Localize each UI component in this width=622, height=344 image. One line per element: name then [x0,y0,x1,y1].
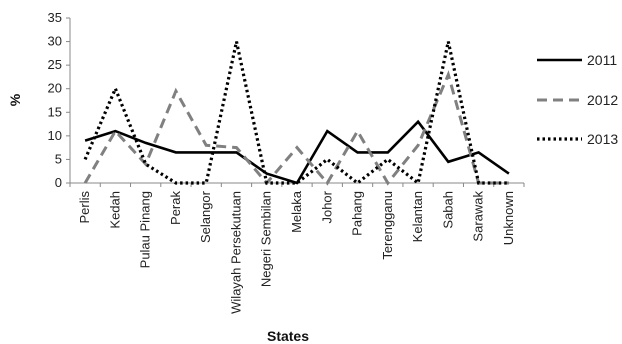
y-tick-label: 30 [48,34,62,49]
legend-label-2012: 2012 [587,92,618,108]
x-axis-ticks: Perlis Kedah Pulau Pinang Perak Selangor Wila… [69,183,525,314]
x-tick-label: Kelantan [410,191,425,242]
y-tick-label: 20 [48,81,62,96]
x-tick-label: Wilayah Persekutuan [228,191,243,314]
x-tick-label: Kedah [107,191,122,229]
y-tick-label: 15 [48,104,62,119]
x-tick-label: Selangor [198,190,213,243]
x-tick-label: Melaka [289,190,304,233]
x-tick-label: Terengganu [380,191,395,260]
x-tick-label: Perlis [77,191,92,224]
x-tick-label: Unknown [501,191,516,245]
x-axis-title: States [267,328,309,344]
x-tick-label: Negeri Sembilan [259,191,274,287]
y-tick-label: 35 [48,10,62,25]
x-tick-label: Sarawak [471,190,486,241]
x-tick-label: Pahang [350,191,365,236]
y-tick-label: 25 [48,57,62,72]
series-lines [83,41,510,186]
y-tick-label: 10 [48,128,62,143]
x-tick-label: Perak [168,191,183,225]
y-axis-ticks: 0 5 10 15 20 25 30 35 [48,10,70,190]
x-tick-label: Sabah [440,191,455,229]
legend: 2011 2012 2013 [537,52,618,147]
y-tick-label: 5 [55,151,62,166]
y-axis-title: % [7,93,23,106]
legend-label-2013: 2013 [587,131,618,147]
y-tick-label: 0 [55,175,62,190]
x-tick-label: Johor [319,190,334,223]
series-line-2012 [83,70,509,186]
x-tick-label: Pulau Pinang [138,191,153,268]
series-line-2011 [84,119,510,185]
legend-label-2011: 2011 [587,52,617,68]
series-line-2013 [83,41,509,186]
